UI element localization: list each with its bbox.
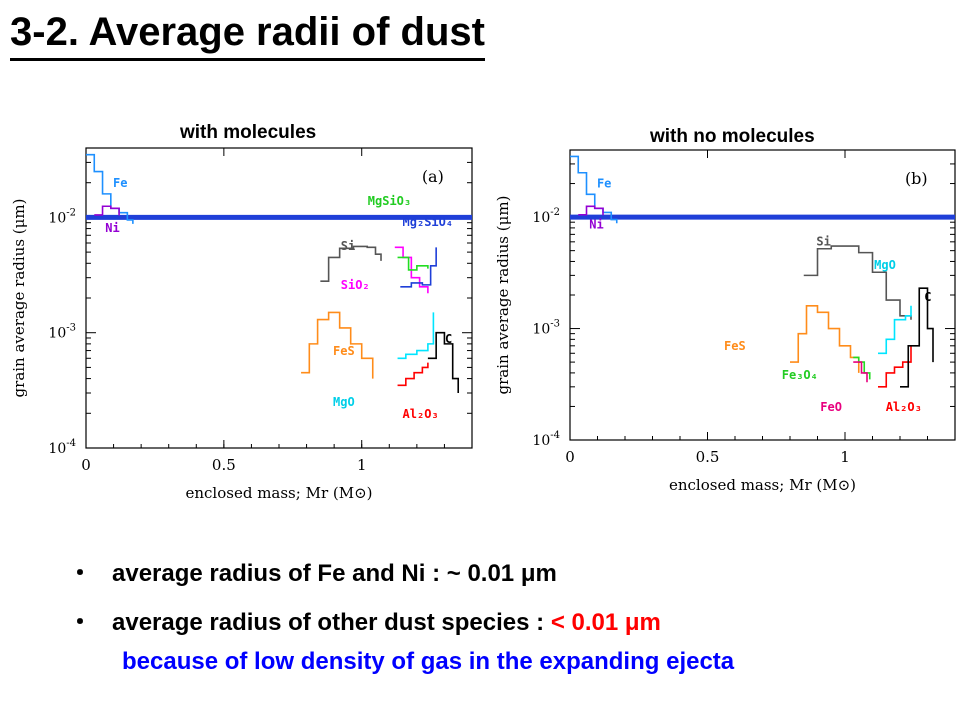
x-axis-label: enclosed mass; Mr (M⊙) <box>185 484 372 502</box>
bullet-2-marker: ・ <box>68 609 92 636</box>
panel-tag: (b) <box>905 169 928 188</box>
y-axis-label: grain average radius (μm) <box>10 199 28 398</box>
species-label: C <box>924 290 931 304</box>
species-label: Al₂O₃ <box>403 407 439 421</box>
panel-tag: (a) <box>422 167 444 186</box>
species-label: MgO <box>333 395 355 409</box>
species-label: C <box>445 332 452 346</box>
bullet-1-text: average radius of Fe and Ni : ~ 0.01 μm <box>112 560 557 587</box>
x-tick-label: 1 <box>840 448 850 466</box>
x-tick-label: 0 <box>81 456 91 474</box>
bullet-2: ・ average radius of other dust species : … <box>68 602 661 637</box>
series-line-mgsio3 <box>397 256 429 271</box>
explanation-note: because of low density of gas in the exp… <box>122 648 735 675</box>
series-line-si <box>320 245 382 282</box>
bullet-2-highlight: < 0.01 μm <box>550 609 661 636</box>
plot-a-header: with molecules <box>180 122 317 143</box>
x-tick-label: 0.5 <box>696 448 720 466</box>
y-tick-label: 10-4 <box>48 438 76 457</box>
y-tick-label: 10-3 <box>48 323 76 342</box>
species-label: Si <box>341 239 355 253</box>
plot-frame-2 <box>569 149 956 441</box>
species-label: MgO <box>874 258 896 272</box>
species-label: FeS <box>724 339 746 353</box>
x-tick-label: 0.5 <box>212 456 236 474</box>
species-label: Mg₂SiO₄ <box>403 215 454 229</box>
y-tick-label: 10-2 <box>48 207 76 226</box>
plot-b-header: with no molecules <box>650 126 815 147</box>
series-line-mg2sio4 <box>400 247 437 288</box>
x-tick-label: 0 <box>565 448 575 466</box>
bullet-2-text: average radius of other dust species : <box>112 609 551 636</box>
species-label: Si <box>816 235 830 249</box>
series-line-fes <box>301 311 374 379</box>
series-line-sio2 <box>394 246 429 294</box>
series-line-mgo <box>397 312 435 360</box>
species-label: FeS <box>333 344 355 358</box>
species-label: MgSiO₃ <box>368 194 411 208</box>
species-label: FeO <box>820 400 842 414</box>
series-line-c <box>427 331 460 393</box>
plot-frame-1 <box>85 147 473 449</box>
y-tick-label: 10-3 <box>532 319 560 338</box>
series-line-mgo <box>878 305 912 355</box>
series-line-si <box>803 245 912 320</box>
species-label: Fe <box>597 177 611 191</box>
species-label: Fe <box>113 176 127 190</box>
species-label: Ni <box>105 221 119 235</box>
series-line-al2o3 <box>878 345 912 388</box>
x-tick-label: 1 <box>357 456 367 474</box>
x-axis-label: enclosed mass; Mr (M⊙) <box>669 476 856 494</box>
series-line-feo <box>853 361 868 383</box>
series-line-ni <box>578 205 604 216</box>
species-label: SiO₂ <box>341 278 370 292</box>
series-line-fe3o4 <box>853 356 871 380</box>
series-line-al2o3 <box>397 362 429 387</box>
page-title: 3-2. Average radii of dust <box>10 8 485 61</box>
series-line-ni <box>94 205 120 216</box>
y-tick-label: 10-2 <box>532 207 560 226</box>
y-axis-label: grain average radius (μm) <box>494 196 512 395</box>
y-tick-label: 10-4 <box>532 430 560 449</box>
bullet-1: ・ average radius of Fe and Ni : ~ 0.01 μm <box>68 553 557 588</box>
bullet-1-marker: ・ <box>68 560 92 587</box>
species-label: Fe₃O₄ <box>782 368 818 382</box>
series-line-fes <box>790 305 860 373</box>
species-label: Ni <box>589 217 603 231</box>
species-label: Al₂O₃ <box>886 400 922 414</box>
series-line-c <box>900 287 934 388</box>
